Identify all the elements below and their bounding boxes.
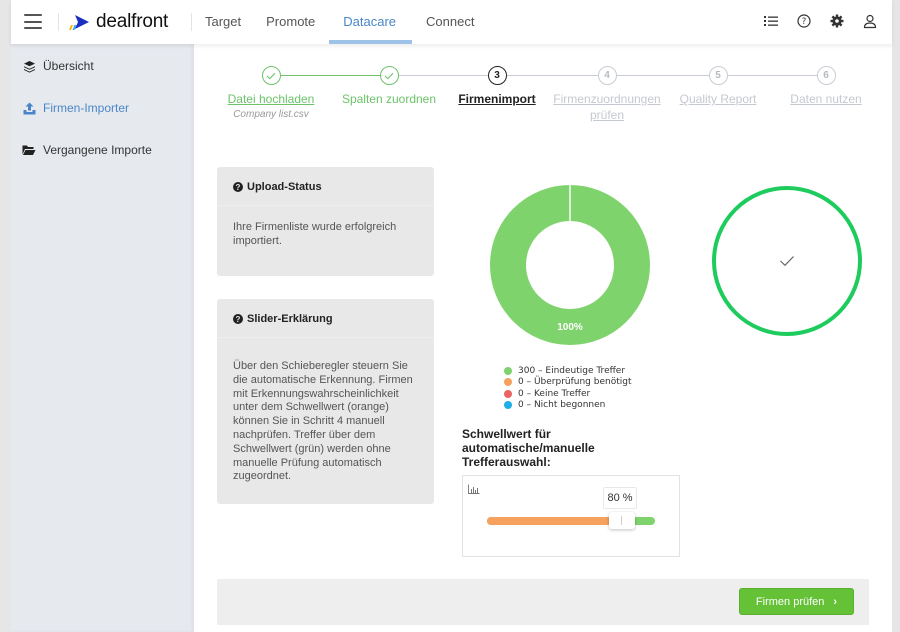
slider-fill-below-threshold xyxy=(487,517,622,525)
step-number: 3 xyxy=(487,66,507,85)
step-6[interactable]: 6 Daten nutzen xyxy=(761,66,891,107)
step-4[interactable]: 4 Firmenzuordnungen prüfen xyxy=(542,66,672,123)
legend-text: 0 – Keine Treffer xyxy=(518,388,591,399)
top-right-icons: ? xyxy=(763,13,878,29)
import-stepper: Datei hochladen Company list.csv Spalten… xyxy=(211,66,871,136)
hamburger-menu-icon[interactable] xyxy=(24,14,42,29)
question-circle-icon: ? xyxy=(233,314,243,324)
divider xyxy=(58,13,59,31)
legend-item[interactable]: 0 – Nicht begonnen xyxy=(504,400,631,412)
card-body: Ihre Firmenliste wurde erfolgreich impor… xyxy=(233,221,397,247)
step-number: 4 xyxy=(597,66,617,85)
bar-chart-icon[interactable] xyxy=(468,484,480,494)
sidebar-item-firmen-importer[interactable]: Firmen-Importer xyxy=(11,87,194,129)
donut-percentage-label: 100% xyxy=(557,322,583,333)
step-label: Firmenzuordnungen prüfen xyxy=(553,92,661,122)
sidebar: Übersicht Firmen-Importer Vergangene Imp… xyxy=(11,44,194,632)
legend-dot-green xyxy=(504,366,512,375)
nav-tab-promote[interactable]: Promote xyxy=(266,14,316,29)
legend-item[interactable]: 0 – Überprüfung benötigt xyxy=(504,377,631,389)
legend-dot-orange xyxy=(504,378,512,387)
check-icon xyxy=(379,66,399,85)
slider-thumb[interactable] xyxy=(609,512,635,529)
step-1[interactable]: Datei hochladen Company list.csv xyxy=(206,66,336,120)
nav-tab-target[interactable]: Target xyxy=(205,14,242,29)
card-body: Über den Schieberegler steuern Sie die a… xyxy=(233,360,413,483)
legend-dot-blue xyxy=(504,401,512,410)
slider-explanation-card: ? Slider-Erklärung Über den Schieberegle… xyxy=(217,299,434,504)
step-connector xyxy=(499,75,829,76)
dealfront-mark-icon xyxy=(69,15,89,30)
legend-text: 0 – Überprüfung benötigt xyxy=(518,377,632,388)
uploaded-file-name: Company list.csv xyxy=(233,109,309,120)
folder-open-icon xyxy=(22,143,36,157)
list-icon[interactable] xyxy=(763,13,779,29)
nav-tab-datacare[interactable]: Datacare xyxy=(329,0,412,44)
card-header: ? Upload-Status xyxy=(217,167,434,206)
slider-track[interactable] xyxy=(487,517,655,525)
step-label: Daten nutzen xyxy=(790,92,862,106)
step-connector xyxy=(389,75,499,76)
step-label: Datei hochladen xyxy=(227,92,315,106)
main-nav: Target Promote Datacare Connect xyxy=(194,0,485,44)
sidebar-item-label: Firmen-Importer xyxy=(43,101,130,115)
dealfront-logo[interactable]: dealfront xyxy=(69,10,168,34)
threshold-title: Schwellwert für automatische/manuelle Tr… xyxy=(462,427,595,469)
import-success-indicator xyxy=(712,186,862,336)
legend-item[interactable]: 0 – Keine Treffer xyxy=(504,388,631,400)
donut-svg xyxy=(490,185,650,345)
legend-item[interactable]: 300 – Eindeutige Treffer xyxy=(504,365,631,377)
upload-icon xyxy=(22,101,36,115)
donut-legend: 300 – Eindeutige Treffer 0 – Überprüfung… xyxy=(504,365,631,411)
firmen-pruefen-button[interactable]: Firmen prüfen › xyxy=(739,588,854,615)
legend-text: 0 – Nicht begonnen xyxy=(518,400,606,411)
card-header: ? Slider-Erklärung xyxy=(217,299,434,338)
step-number: 5 xyxy=(708,66,728,85)
sidebar-item-label: Übersicht xyxy=(43,59,94,73)
sidebar-item-vergangene-importe[interactable]: Vergangene Importe xyxy=(11,129,194,171)
app-window: dealfront Target Promote Datacare Connec… xyxy=(11,0,892,632)
button-label: Firmen prüfen xyxy=(755,595,825,608)
checkmark-icon xyxy=(780,256,794,267)
match-donut-chart: 100% xyxy=(490,185,650,345)
step-number: 6 xyxy=(816,66,836,85)
step-label: Firmenimport xyxy=(458,92,536,106)
user-icon[interactable] xyxy=(862,13,878,29)
step-3[interactable]: 3 Firmenimport xyxy=(432,66,562,107)
step-connector xyxy=(279,75,389,76)
nav-tab-connect[interactable]: Connect xyxy=(426,14,475,29)
settings-gear-icon[interactable] xyxy=(829,13,845,29)
sidebar-item-uebersicht[interactable]: Übersicht xyxy=(11,45,194,87)
action-footer: Firmen prüfen › xyxy=(217,579,869,625)
slider-value-tooltip: 80 % xyxy=(603,487,637,509)
top-navigation-bar: dealfront Target Promote Datacare Connec… xyxy=(11,0,892,44)
legend-text: 300 – Eindeutige Treffer xyxy=(518,365,626,376)
question-circle-icon: ? xyxy=(233,182,243,192)
card-title: Upload-Status xyxy=(247,181,322,193)
threshold-slider-panel: 80 % xyxy=(462,475,680,557)
svg-text:?: ? xyxy=(802,17,807,27)
sidebar-item-label: Vergangene Importe xyxy=(43,143,152,157)
step-5[interactable]: 5 Quality Report xyxy=(653,66,783,107)
card-title: Slider-Erklärung xyxy=(247,313,333,325)
layers-icon xyxy=(22,59,36,73)
divider xyxy=(191,13,192,31)
step-label: Spalten zuordnen xyxy=(341,92,437,106)
check-icon xyxy=(261,66,281,85)
step-2[interactable]: Spalten zuordnen xyxy=(324,66,454,107)
brand-name: dealfront xyxy=(96,11,169,32)
upload-status-card: ? Upload-Status Ihre Firmenliste wurde e… xyxy=(217,167,434,276)
chevron-right-icon: › xyxy=(833,595,838,608)
help-icon[interactable]: ? xyxy=(796,13,812,29)
legend-dot-red xyxy=(504,389,512,398)
step-label: Quality Report xyxy=(679,92,757,106)
